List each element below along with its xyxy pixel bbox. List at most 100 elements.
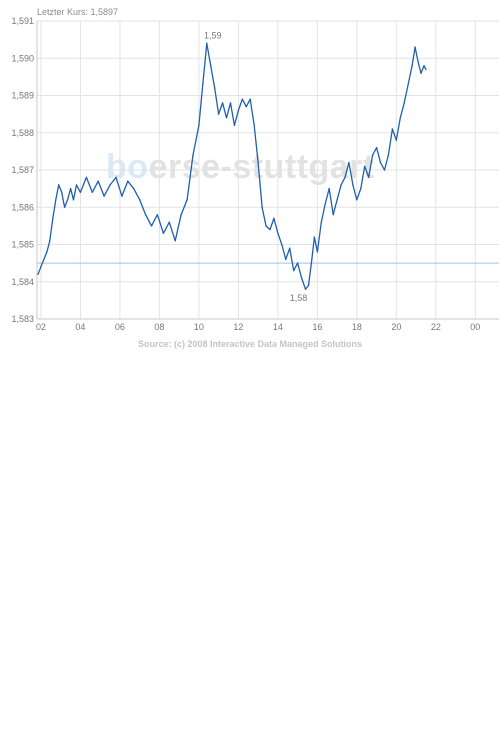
low-annotation: 1,58 — [290, 293, 308, 303]
data-point — [289, 247, 291, 249]
data-point — [249, 98, 251, 100]
data-point — [293, 269, 295, 272]
data-point — [52, 217, 54, 220]
data-point — [420, 72, 422, 74]
x-tick-label: 22 — [431, 322, 441, 332]
data-point — [344, 176, 346, 179]
y-tick-label: 1,587 — [11, 165, 34, 175]
x-tick-label: 02 — [36, 322, 46, 332]
data-point — [307, 284, 310, 287]
data-point — [417, 61, 419, 63]
data-point — [127, 180, 129, 182]
data-point — [328, 187, 330, 190]
data-point — [241, 98, 243, 100]
data-point — [103, 195, 105, 197]
data-point — [229, 102, 232, 104]
data-point — [340, 184, 342, 186]
data-point — [55, 199, 57, 201]
y-tick-label: 1,589 — [11, 91, 34, 101]
x-tick-label: 08 — [154, 322, 164, 332]
y-tick-label: 1,583 — [11, 314, 34, 324]
data-point — [168, 221, 170, 223]
data-point — [139, 199, 141, 201]
data-point — [91, 191, 94, 193]
x-tick-label: 06 — [115, 322, 125, 332]
grid — [37, 20, 499, 320]
data-point — [121, 195, 123, 197]
axes: 1,5831,5841,5851,5861,5871,5881,5891,590… — [11, 16, 499, 332]
svg-text:boerse-stuttgart: boerse-stuttgart — [106, 148, 375, 186]
data-point — [221, 102, 224, 104]
data-point — [85, 176, 88, 179]
data-point — [352, 184, 354, 186]
data-point — [115, 176, 117, 179]
data-point — [43, 258, 45, 261]
watermark-logo: boerse-stuttgart — [106, 148, 375, 186]
data-point — [109, 184, 111, 186]
data-point — [69, 187, 72, 190]
data-point — [144, 214, 147, 216]
data-point — [214, 87, 216, 89]
watermark-part-2: erse-stuttgart — [149, 148, 375, 186]
data-point — [407, 83, 409, 86]
watermark-part-1: bo — [106, 148, 149, 186]
data-point — [79, 191, 82, 193]
y-tick-label: 1,586 — [11, 202, 34, 212]
data-point — [300, 277, 303, 279]
data-point — [273, 217, 275, 220]
x-tick-label: 16 — [312, 322, 322, 332]
data-point — [245, 106, 247, 108]
data-point — [296, 262, 299, 264]
data-point — [403, 102, 405, 104]
x-tick-label: 20 — [391, 322, 401, 332]
data-point — [261, 206, 263, 208]
data-point — [368, 176, 370, 179]
data-point — [192, 154, 194, 156]
data-point — [423, 65, 425, 67]
data-point — [37, 273, 39, 275]
x-tick-label: 18 — [352, 322, 362, 332]
data-point — [150, 225, 153, 227]
data-point — [257, 161, 259, 164]
chart-title: Letzter Kurs: 1,5897 — [37, 7, 118, 17]
series-layer — [37, 42, 427, 290]
source-note: Source: (c) 2008 Interactive Data Manage… — [138, 339, 362, 349]
data-point — [133, 187, 135, 190]
data-point — [379, 161, 382, 164]
data-point — [316, 251, 319, 253]
data-point — [61, 191, 63, 193]
data-point — [399, 117, 401, 119]
x-tick-label: 12 — [233, 322, 243, 332]
data-point — [269, 228, 271, 231]
data-point — [186, 199, 188, 201]
data-point — [411, 65, 413, 67]
data-point — [217, 113, 220, 115]
x-tick-label: 04 — [75, 322, 85, 332]
data-point — [332, 214, 334, 216]
data-point — [174, 240, 176, 242]
data-point — [162, 232, 165, 234]
data-point — [58, 184, 60, 186]
data-point — [40, 266, 42, 268]
data-point — [285, 258, 287, 261]
y-tick-label: 1,585 — [11, 240, 34, 250]
data-point — [233, 124, 236, 127]
data-point — [320, 221, 322, 223]
data-point — [253, 124, 255, 127]
data-point — [202, 83, 204, 86]
data-point — [46, 251, 48, 253]
data-point — [391, 128, 394, 130]
data-point — [49, 240, 51, 242]
y-tick-label: 1,584 — [11, 277, 34, 287]
data-point — [66, 199, 69, 201]
data-point — [156, 214, 159, 216]
data-point — [324, 202, 326, 205]
data-point — [356, 199, 358, 201]
data-point — [237, 109, 240, 112]
x-tick-label: 14 — [273, 322, 283, 332]
high-annotation: 1,59 — [204, 30, 222, 40]
data-point — [387, 154, 390, 156]
data-point — [75, 184, 78, 186]
data-point — [281, 243, 283, 246]
